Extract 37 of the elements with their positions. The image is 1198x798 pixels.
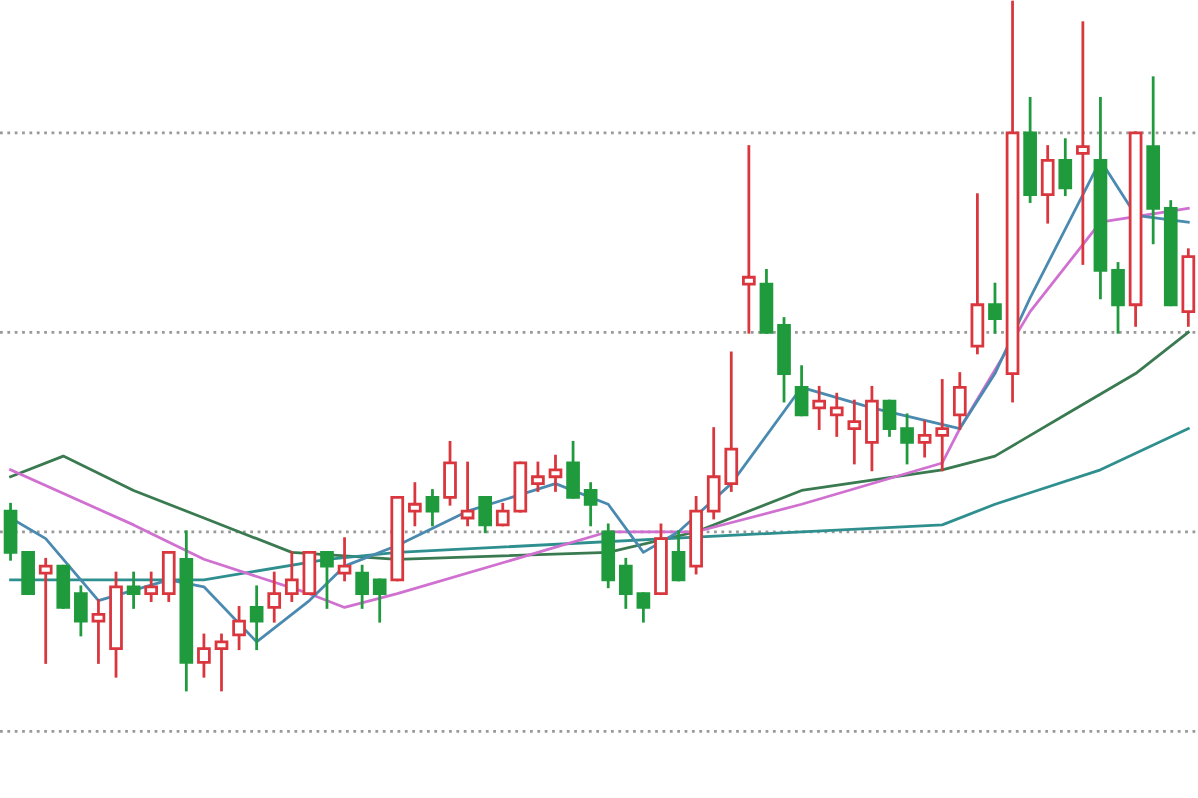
candlestick (1146, 76, 1161, 245)
candlestick (1023, 96, 1037, 203)
candlestick (689, 495, 703, 575)
candlestick (917, 420, 932, 458)
candlestick (742, 145, 756, 334)
candlestick (3, 502, 18, 561)
candlestick (425, 489, 440, 527)
candlestick (249, 585, 264, 651)
candlestick (1093, 96, 1108, 300)
candlestick (829, 392, 844, 437)
candlestick (214, 633, 229, 692)
candlestick (408, 482, 422, 527)
candlestick (601, 523, 616, 589)
candlestick (1040, 145, 1055, 224)
candlestick (355, 564, 369, 609)
candlestick (284, 551, 299, 602)
candlestick (1005, 0, 1020, 403)
candlestick (38, 557, 53, 664)
candlestick (460, 461, 475, 527)
candlestick (74, 585, 88, 637)
candlestick (1181, 248, 1196, 327)
candlestick (812, 385, 827, 430)
candlestick (267, 571, 282, 623)
candlestick (970, 193, 985, 355)
candlestick (144, 571, 159, 602)
candlestick (91, 599, 106, 664)
candlestick (618, 557, 633, 609)
candlestick (1058, 138, 1073, 197)
candlestick (126, 571, 141, 609)
candlestick (1076, 21, 1090, 265)
candlestick (583, 482, 598, 527)
candlestick (935, 379, 950, 472)
candlestick (952, 372, 967, 430)
candlestick (179, 530, 194, 692)
candlestick (847, 399, 862, 465)
candlestick (337, 537, 352, 582)
candlestick (548, 454, 563, 492)
